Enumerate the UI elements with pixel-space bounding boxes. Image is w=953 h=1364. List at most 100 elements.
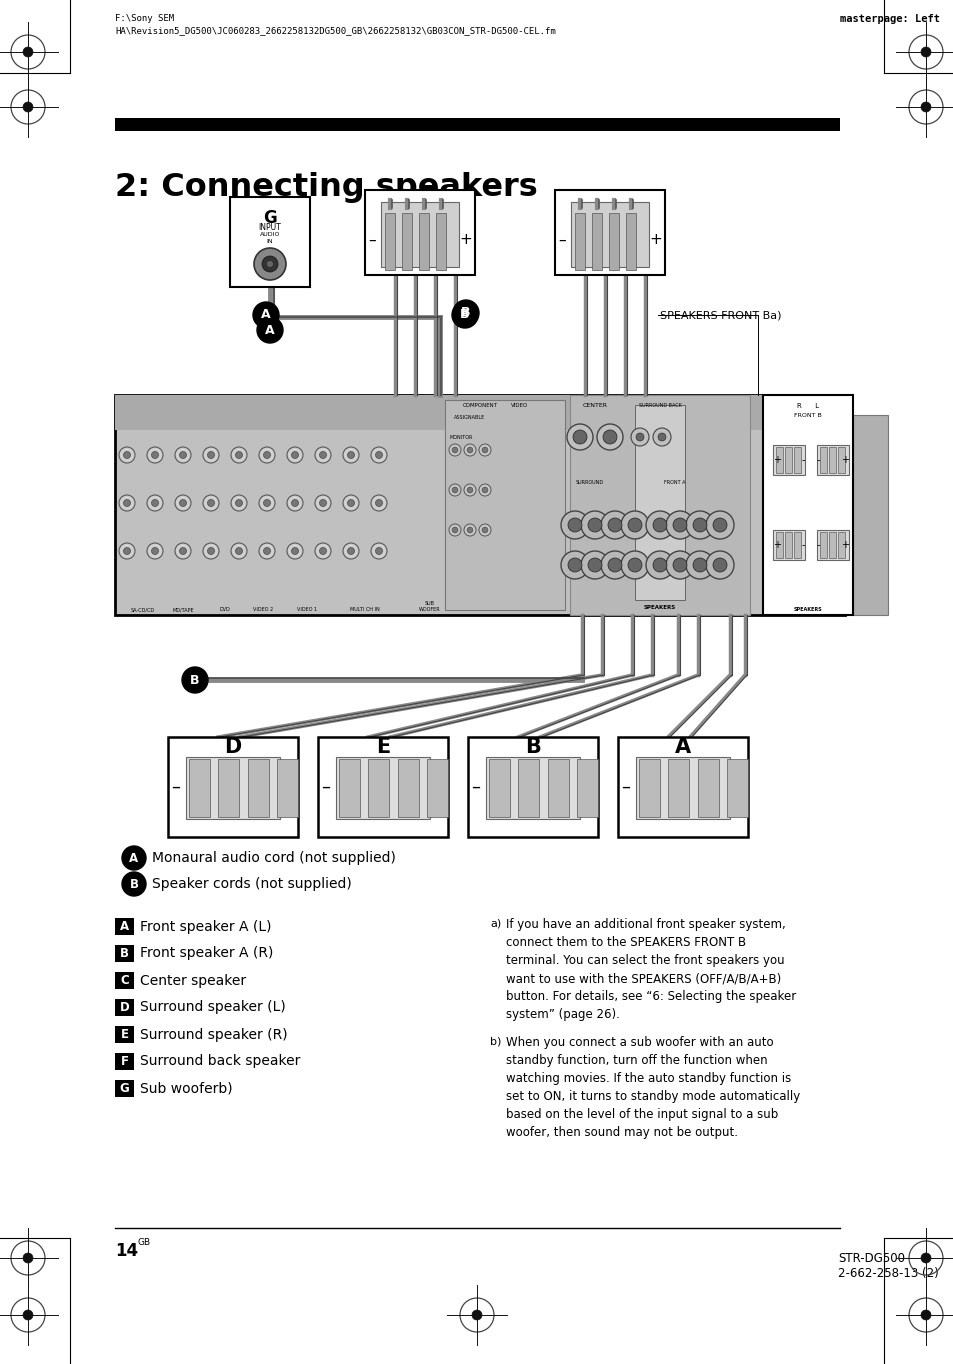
Circle shape <box>658 432 665 441</box>
Circle shape <box>478 484 491 496</box>
Text: ASSIGNABLE: ASSIGNABLE <box>454 415 485 420</box>
Text: MD/TAPE: MD/TAPE <box>172 607 193 612</box>
Circle shape <box>481 447 488 453</box>
Text: –: – <box>368 232 375 247</box>
Circle shape <box>371 543 387 559</box>
Circle shape <box>685 551 713 578</box>
Circle shape <box>343 543 358 559</box>
Bar <box>468 737 598 837</box>
Bar <box>697 758 718 817</box>
Circle shape <box>314 447 331 462</box>
Bar <box>380 202 458 267</box>
Circle shape <box>23 1254 33 1263</box>
Text: Surround speaker (R): Surround speaker (R) <box>140 1027 287 1042</box>
Circle shape <box>235 547 242 555</box>
Text: connect them to the SPEAKERS FRONT B: connect them to the SPEAKERS FRONT B <box>505 936 745 949</box>
Circle shape <box>692 558 706 572</box>
Circle shape <box>452 301 477 327</box>
Text: HA\Revision5_DG500\JC060283_2662258132DG500_GB\2662258132\GB03CON_STR-DG500-CEL.: HA\Revision5_DG500\JC060283_2662258132DG… <box>115 26 556 35</box>
Bar <box>115 973 133 989</box>
Text: A: A <box>120 919 129 933</box>
Text: +: + <box>772 540 781 550</box>
Bar <box>436 213 446 270</box>
Text: 14: 14 <box>115 1243 138 1260</box>
Circle shape <box>478 445 491 456</box>
Bar <box>625 213 636 270</box>
Bar <box>427 758 448 817</box>
Text: want to use with the SPEAKERS (OFF/A/B/A+B): want to use with the SPEAKERS (OFF/A/B/A… <box>505 973 781 985</box>
Circle shape <box>573 430 586 445</box>
Text: SURROUND BACK: SURROUND BACK <box>638 402 680 408</box>
Circle shape <box>319 547 326 555</box>
Text: MONITOR: MONITOR <box>450 435 473 441</box>
Text: +: + <box>841 540 848 550</box>
Text: A: A <box>265 323 274 337</box>
Circle shape <box>314 543 331 559</box>
Text: SURROUND: SURROUND <box>576 480 603 486</box>
Circle shape <box>123 451 131 458</box>
Circle shape <box>672 558 686 572</box>
Text: COMPONENT: COMPONENT <box>462 402 497 408</box>
Text: –: – <box>321 777 330 797</box>
Circle shape <box>627 558 641 572</box>
Text: button. For details, see “6: Selecting the speaker: button. For details, see “6: Selecting t… <box>505 990 796 1003</box>
Text: A: A <box>674 737 690 757</box>
Circle shape <box>665 512 693 539</box>
Circle shape <box>630 428 648 446</box>
Circle shape <box>481 527 488 533</box>
Text: When you connect a sub woofer with an auto: When you connect a sub woofer with an au… <box>505 1037 773 1049</box>
Text: G: G <box>119 1082 130 1095</box>
Circle shape <box>920 46 930 57</box>
Circle shape <box>705 512 733 539</box>
Text: A: A <box>130 851 138 865</box>
Bar <box>837 532 844 558</box>
Text: B: B <box>190 674 199 686</box>
Bar <box>575 213 584 270</box>
Text: C: C <box>603 202 616 220</box>
Text: B: B <box>120 947 129 960</box>
Bar <box>618 737 747 837</box>
Circle shape <box>147 543 163 559</box>
Circle shape <box>122 846 146 870</box>
Text: GB: GB <box>138 1239 151 1247</box>
Text: F:\Sony SEM: F:\Sony SEM <box>115 14 174 23</box>
Circle shape <box>920 1254 930 1263</box>
Circle shape <box>343 495 358 512</box>
Text: MULTI CH IN: MULTI CH IN <box>350 607 379 612</box>
Circle shape <box>920 102 930 112</box>
Circle shape <box>123 499 131 506</box>
Circle shape <box>319 451 326 458</box>
Text: VIDEO 2: VIDEO 2 <box>253 607 273 612</box>
Circle shape <box>203 495 219 512</box>
Bar <box>115 396 844 615</box>
Bar <box>820 532 826 558</box>
Bar <box>489 758 510 817</box>
Circle shape <box>580 551 608 578</box>
Circle shape <box>652 428 670 446</box>
Bar <box>571 202 648 267</box>
Bar <box>401 213 412 270</box>
Text: -: - <box>801 456 804 465</box>
Circle shape <box>347 499 355 506</box>
Text: E: E <box>120 1028 129 1041</box>
Circle shape <box>343 447 358 462</box>
Bar <box>189 758 210 817</box>
Text: b): b) <box>490 1037 501 1046</box>
Circle shape <box>481 487 488 492</box>
Text: +: + <box>732 777 747 797</box>
Text: STR-DG500
2-662-258-13 (2): STR-DG500 2-662-258-13 (2) <box>837 1252 938 1279</box>
Circle shape <box>179 499 186 506</box>
Text: VIDEO: VIDEO <box>511 402 528 408</box>
Bar <box>816 531 848 561</box>
Circle shape <box>179 547 186 555</box>
Text: +: + <box>649 232 661 247</box>
Circle shape <box>375 499 382 506</box>
Bar <box>317 737 448 837</box>
Circle shape <box>263 547 271 555</box>
Circle shape <box>208 547 214 555</box>
Text: terminal. You can select the front speakers you: terminal. You can select the front speak… <box>505 953 783 967</box>
Bar <box>762 396 852 615</box>
Circle shape <box>567 518 581 532</box>
Bar <box>592 213 601 270</box>
Circle shape <box>672 518 686 532</box>
